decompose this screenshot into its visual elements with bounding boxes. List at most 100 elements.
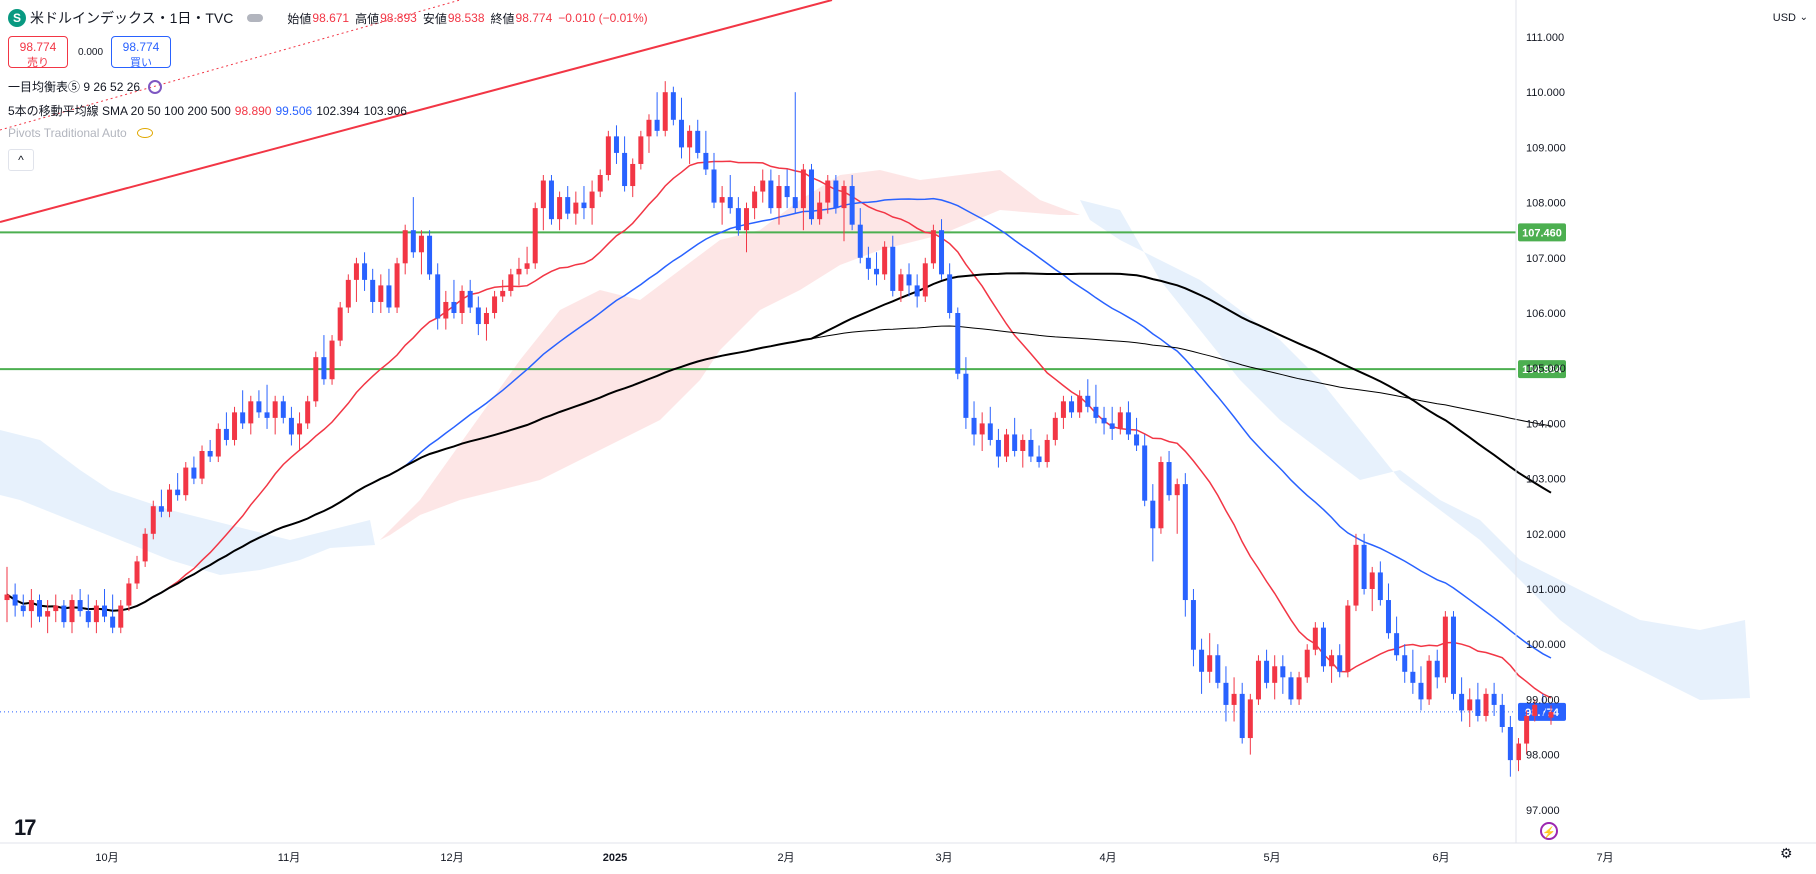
close-value: 98.774 — [515, 11, 553, 25]
chevron-down-icon[interactable]: ⌄ — [1799, 12, 1808, 23]
candle-body — [1101, 417, 1107, 424]
y-tick-label: 100.000 — [1526, 639, 1566, 651]
candle-body — [110, 616, 116, 628]
buy-button[interactable]: 98.774 買い — [111, 36, 171, 69]
candle-body — [345, 279, 351, 308]
candle-body — [20, 605, 26, 612]
candle-body — [1223, 682, 1229, 705]
candle-body — [207, 451, 213, 457]
hidden-eye-icon[interactable] — [136, 128, 153, 138]
candle-body — [12, 594, 18, 606]
ichimoku-legend[interactable]: 一目均衡表⑤ 9 26 52 26 — [8, 78, 163, 95]
candle-body — [955, 313, 961, 374]
candle-body — [1125, 412, 1131, 435]
y-tick-label: 99.000 — [1526, 694, 1560, 706]
candle-body — [158, 506, 164, 512]
candle-body — [809, 169, 815, 220]
candle-body — [1004, 434, 1010, 457]
candles — [4, 81, 1554, 777]
candle-body — [1320, 627, 1326, 667]
candle-body — [1402, 655, 1408, 672]
y-tick-label: 103.000 — [1526, 474, 1566, 486]
gear-icon[interactable]: ⚙ — [1780, 845, 1793, 861]
sell-button[interactable]: 98.774 売り — [8, 36, 68, 69]
candle-body — [1069, 401, 1075, 413]
candle-body — [1231, 693, 1237, 705]
candle-body — [1475, 699, 1481, 716]
candle-body — [760, 180, 766, 192]
candle-body — [800, 169, 806, 209]
candle-body — [1028, 439, 1034, 457]
candle-body — [1296, 677, 1302, 700]
candle-body — [69, 600, 75, 623]
candle-body — [630, 163, 636, 187]
candle-body — [849, 186, 855, 225]
candle-body — [930, 230, 936, 264]
cloud-bearish-area — [0, 430, 375, 575]
candle-body — [670, 92, 676, 120]
x-tick-label: 7月 — [1596, 852, 1613, 864]
candle-body — [1255, 660, 1261, 700]
sell-price: 98.774 — [19, 40, 57, 54]
x-tick-label: 12月 — [440, 852, 463, 864]
candle-body — [1174, 484, 1180, 496]
candle-body — [248, 401, 254, 424]
candle-body — [1515, 743, 1521, 761]
candle-body — [1134, 434, 1140, 446]
candle-body — [1239, 693, 1245, 739]
close-label: 終値 — [490, 11, 515, 26]
candle-body — [646, 119, 652, 137]
sma-200-line — [6, 325, 1552, 612]
symbol-title[interactable]: 米ドルインデックス・1日・TVC — [30, 10, 234, 26]
candle-body — [743, 208, 749, 231]
candle-body — [297, 423, 303, 435]
candle-body — [613, 136, 619, 153]
candle-body — [492, 296, 498, 313]
sma-label: 5本の移動平均線 SMA 20 50 100 200 500 — [8, 104, 231, 118]
collapse-legend-button[interactable]: ^ — [8, 149, 34, 171]
currency-label[interactable]: USD — [1772, 12, 1796, 24]
candle-body — [792, 197, 798, 209]
candle-body — [435, 274, 441, 319]
candle-body — [833, 180, 839, 209]
minimize-icon[interactable] — [247, 14, 264, 22]
change-value: −0.010 (−0.01%) — [558, 11, 648, 25]
sma-legend[interactable]: 5本の移動平均線 SMA 20 50 100 200 500 98.890 99… — [8, 102, 407, 119]
candle-body — [1491, 693, 1497, 705]
candle-body — [963, 373, 969, 418]
candle-body — [1442, 616, 1448, 678]
candle-body — [540, 180, 546, 209]
reload-icon[interactable] — [148, 79, 163, 94]
lightning-icon[interactable]: ⚡ — [1540, 822, 1558, 840]
candle-body — [841, 186, 847, 209]
pivots-legend[interactable]: Pivots Traditional Auto — [8, 126, 153, 140]
y-tick-label: 101.000 — [1526, 584, 1566, 596]
candle-body — [817, 202, 823, 220]
candle-body — [1052, 417, 1058, 440]
candle-body — [150, 506, 156, 534]
y-tick-label: 106.000 — [1526, 308, 1566, 320]
candle-body — [321, 357, 327, 380]
buy-price: 98.774 — [122, 40, 160, 54]
candle-body — [1459, 693, 1465, 711]
candle-body — [638, 136, 644, 164]
trend-line — [0, 0, 833, 223]
candle-body — [288, 417, 294, 435]
trend-lines — [0, 0, 833, 223]
candle-body — [353, 263, 359, 280]
candle-body — [280, 401, 286, 418]
level-price-label: 107.460 — [1522, 227, 1562, 239]
candle-body — [882, 246, 888, 275]
candle-body — [662, 92, 668, 131]
candle-body — [1450, 616, 1456, 694]
candle-body — [167, 489, 173, 512]
candle-body — [1499, 704, 1505, 727]
y-tick-label: 98.000 — [1526, 750, 1560, 762]
candle-body — [1385, 600, 1391, 634]
candle-body — [589, 191, 595, 209]
candle-body — [370, 279, 376, 302]
tradingview-logo-icon[interactable]: 17 — [14, 815, 37, 840]
candle-body — [711, 169, 717, 203]
candle-body — [508, 274, 514, 291]
